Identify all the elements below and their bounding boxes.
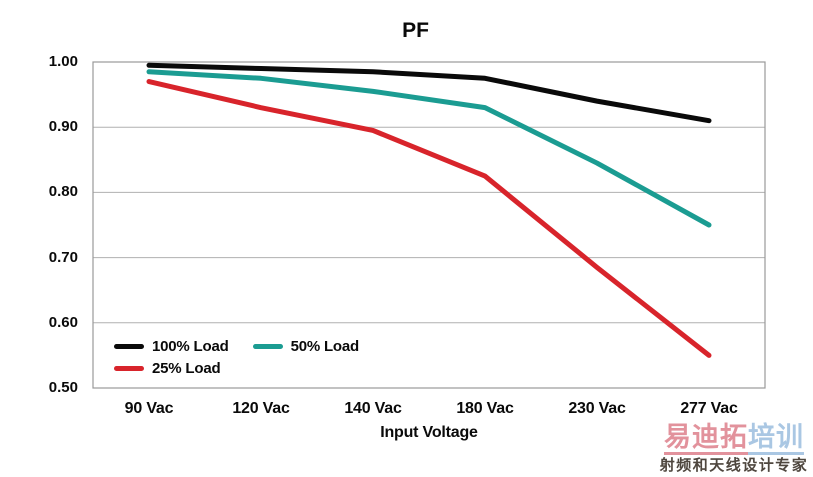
- legend-swatch-50-load: [252, 344, 283, 349]
- watermark-brand: 易迪拓培训: [655, 424, 813, 455]
- series-line-100-load: [146, 62, 712, 124]
- legend-row: 100% Load 50% Load: [114, 338, 359, 355]
- x-tick-label: 230 Vac: [568, 400, 626, 417]
- legend: 100% Load 50% Load 25% Load: [114, 338, 359, 382]
- y-tick-label: 0.60: [48, 313, 78, 331]
- legend-item-25-load: 25% Load: [114, 360, 221, 377]
- y-tick-label: 0.80: [48, 183, 78, 201]
- y-tick-label: 0.50: [48, 379, 78, 396]
- series-line-25-load: [146, 79, 712, 358]
- x-tick-label: 90 Vac: [124, 400, 174, 417]
- chart-title: PF: [402, 19, 429, 42]
- watermark-brand-primary: 易迪拓: [664, 424, 748, 455]
- watermark: 易迪拓培训 射频和天线设计专家: [655, 424, 813, 473]
- legend-label-25-load: 25% Load: [152, 360, 221, 377]
- watermark-tagline: 射频和天线设计专家: [659, 456, 809, 474]
- watermark-brand-secondary: 培训: [748, 424, 804, 455]
- x-axis-title: Input Voltage: [380, 424, 478, 441]
- legend-item-100-load: 100% Load: [114, 338, 229, 355]
- legend-row: 25% Load: [114, 360, 359, 377]
- x-tick-label: 277 Vac: [680, 400, 738, 417]
- x-tick-label: 140 Vac: [344, 400, 402, 417]
- series-line-50-load: [146, 69, 712, 228]
- legend-label-100-load: 100% Load: [152, 338, 229, 355]
- y-tick-label: 0.70: [48, 248, 78, 266]
- plot-border: [92, 61, 766, 389]
- y-tick-label: 0.90: [48, 118, 78, 136]
- legend-swatch-100-load: [114, 344, 144, 349]
- legend-label-50-load: 50% Load: [290, 338, 360, 355]
- legend-item-50-load: 50% Load: [252, 338, 360, 355]
- x-tick-label: 180 Vac: [456, 400, 514, 417]
- x-tick-label: 120 Vac: [232, 400, 290, 417]
- legend-swatch-25-load: [114, 366, 144, 371]
- y-tick-label: 1.00: [48, 53, 78, 70]
